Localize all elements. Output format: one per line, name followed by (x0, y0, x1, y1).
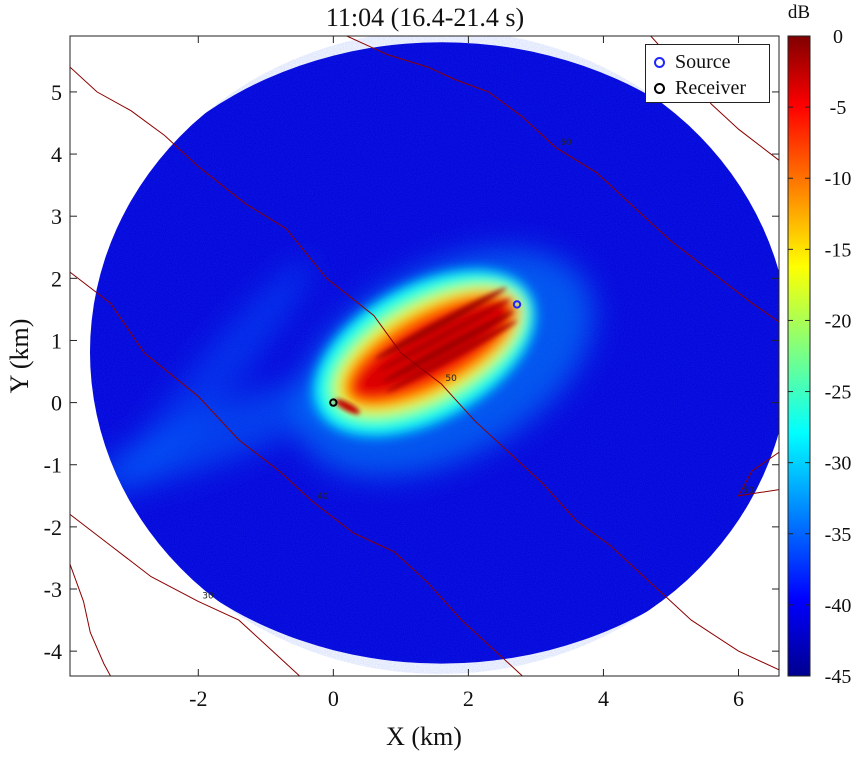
contour-line (737, 451, 779, 497)
y-tick-label: -1 (44, 453, 62, 478)
x-axis-label: X (km) (386, 722, 462, 751)
contour-label: 30 (202, 591, 214, 601)
contour-line (70, 271, 523, 676)
colorbar-label: dB (788, 2, 810, 23)
contour-line (346, 36, 779, 323)
colorbar-tick-label: -10 (825, 168, 852, 190)
bathymetry-contours: 504030607050 (70, 36, 779, 676)
x-tick-label: 6 (733, 686, 744, 711)
colorbar-tick-label: -45 (825, 666, 852, 688)
lobe-streaks (375, 287, 517, 393)
y-tick-label: 0 (51, 391, 62, 416)
colorbar-gradient (787, 35, 811, 677)
legend-item-source: Source (654, 50, 731, 74)
legend: Source Receiver (645, 44, 770, 103)
source-point (512, 300, 522, 309)
y-tick-label: 2 (51, 266, 62, 291)
colorbar-tick-label: -15 (825, 239, 852, 261)
intensity-field (90, 36, 779, 674)
y-axis-label: Y (km) (5, 319, 34, 394)
colorbar-tick-label: -35 (825, 524, 852, 546)
colorbar-tick-label: 0 (833, 26, 843, 48)
contour-line (70, 564, 111, 676)
receiver-marker-icon (654, 82, 665, 94)
colorbar-tick-label: -5 (830, 97, 847, 119)
contour-line (70, 66, 779, 671)
x-tick-label: 4 (598, 686, 609, 711)
contour-label: 60 (560, 138, 572, 148)
receiver-point (329, 398, 338, 407)
y-tick-label: 1 (51, 328, 62, 353)
marker-layer (329, 300, 522, 407)
x-tick-label: 0 (328, 686, 339, 711)
plot-frame (69, 35, 780, 677)
contour-line (70, 514, 300, 676)
y-tick-label: 3 (51, 204, 62, 229)
legend-item-receiver: Receiver (654, 76, 746, 100)
colorbar-tick-label: -20 (825, 310, 852, 332)
y-tick-label: 5 (51, 80, 62, 105)
x-tick-label: 2 (463, 686, 474, 711)
colorbar: dB 0 -5 -10 -15 -20 -25 -30 -35 -40 -45 (787, 2, 851, 688)
colorbar-tick-label: -25 (825, 382, 852, 404)
y-tick-label: -4 (44, 639, 62, 664)
contour-label: 50 (445, 374, 457, 384)
legend-label-source: Source (675, 50, 731, 73)
y-axis-ticks: -4 -3 -2 -1 0 1 2 3 4 5 (44, 80, 779, 664)
colorbar-tick-label: -30 (825, 453, 852, 475)
y-tick-label: 4 (51, 142, 62, 167)
x-tick-label: -2 (189, 686, 207, 711)
y-tick-label: -2 (44, 515, 62, 540)
chart-title: 11:04 (16.4-21.4 s) (326, 3, 524, 32)
lobe-layer (357, 301, 512, 394)
colorbar-tick-label: -40 (825, 595, 852, 617)
contour-label: 50 (742, 486, 754, 496)
x-axis-ticks: -2 0 2 4 6 (189, 36, 744, 711)
source-marker-icon (654, 56, 665, 68)
receiver-hotspot (334, 399, 360, 415)
legend-label-receiver: Receiver (675, 76, 747, 99)
contour-label: 40 (317, 492, 329, 502)
colorbar-ticks: 0 -5 -10 -15 -20 -25 -30 -35 -40 -45 (788, 26, 851, 688)
y-tick-label: -3 (44, 577, 62, 602)
